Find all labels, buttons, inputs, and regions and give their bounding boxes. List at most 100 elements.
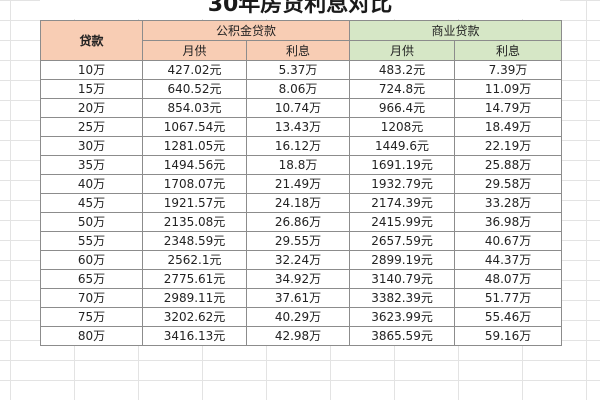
table-body: 10万 427.02元 5.37万 483.2元 7.39万 15万 640.52元 8.06… [40, 60, 563, 346]
table-row: 35万 1494.56元 18.8万 1691.19元 25.88万 [40, 155, 563, 175]
cell-fund-monthly[interactable]: 2348.59元 [142, 231, 247, 251]
cell-loan-amount[interactable]: 10万 [40, 60, 143, 80]
cell-comm-interest[interactable]: 14.79万 [454, 98, 563, 118]
cell-fund-monthly[interactable]: 2989.11元 [142, 288, 247, 308]
cell-loan-amount[interactable]: 70万 [40, 288, 143, 308]
cell-loan-amount[interactable]: 55万 [40, 231, 143, 251]
cell-loan-amount[interactable]: 15万 [40, 79, 143, 99]
cell-comm-monthly[interactable]: 1691.19元 [349, 155, 456, 175]
cell-comm-monthly[interactable]: 1208元 [349, 117, 456, 137]
cell-loan-amount[interactable]: 60万 [40, 250, 143, 270]
table-row: 75万 3202.62元 40.29万 3623.99元 55.46万 [40, 307, 563, 327]
cell-fund-interest[interactable]: 16.12万 [245, 136, 351, 156]
cell-comm-interest[interactable]: 11.09万 [454, 79, 563, 99]
cell-comm-monthly[interactable]: 2415.99元 [349, 212, 456, 232]
table-row: 50万 2135.08元 26.86万 2415.99元 36.98万 [40, 212, 563, 232]
cell-loan-amount[interactable]: 35万 [40, 155, 143, 175]
loan-comparison-table: 贷款 公积金贷款 商业贷款 月供 利息 月供 利息 10万 427.02元 5.37… [40, 20, 563, 346]
sheet-title: 30年房贷利息对比 [40, 0, 560, 19]
cell-comm-monthly[interactable]: 2657.59元 [349, 231, 456, 251]
cell-loan-amount[interactable]: 45万 [40, 193, 143, 213]
cell-comm-interest[interactable]: 36.98万 [454, 212, 563, 232]
cell-comm-monthly[interactable]: 3382.39元 [349, 288, 456, 308]
header-commercial[interactable]: 商业贷款 [349, 20, 563, 41]
cell-fund-monthly[interactable]: 1921.57元 [142, 193, 247, 213]
cell-fund-interest[interactable]: 18.8万 [245, 155, 351, 175]
cell-fund-monthly[interactable]: 640.52元 [142, 79, 247, 99]
table-row: 30万 1281.05元 16.12万 1449.6元 22.19万 [40, 136, 563, 156]
cell-loan-amount[interactable]: 30万 [40, 136, 143, 156]
cell-loan-amount[interactable]: 65万 [40, 269, 143, 289]
cell-comm-interest[interactable]: 29.58万 [454, 174, 563, 194]
cell-comm-interest[interactable]: 59.16万 [454, 326, 563, 346]
table-row: 45万 1921.57元 24.18万 2174.39元 33.28万 [40, 193, 563, 213]
cell-fund-monthly[interactable]: 854.03元 [142, 98, 247, 118]
cell-comm-monthly[interactable]: 966.4元 [349, 98, 456, 118]
cell-fund-monthly[interactable]: 2562.1元 [142, 250, 247, 270]
cell-fund-interest[interactable]: 40.29万 [245, 307, 351, 327]
cell-fund-interest[interactable]: 24.18万 [245, 193, 351, 213]
cell-fund-interest[interactable]: 37.61万 [245, 288, 351, 308]
header-provident-fund[interactable]: 公积金贷款 [141, 20, 351, 41]
header-comm-monthly[interactable]: 月供 [349, 40, 456, 61]
cell-fund-interest[interactable]: 21.49万 [245, 174, 351, 194]
cell-fund-interest[interactable]: 32.24万 [245, 250, 351, 270]
cell-fund-monthly[interactable]: 3416.13元 [142, 326, 247, 346]
cell-comm-monthly[interactable]: 2899.19元 [349, 250, 456, 270]
cell-loan-amount[interactable]: 20万 [40, 98, 143, 118]
cell-comm-monthly[interactable]: 3140.79元 [349, 269, 456, 289]
cell-fund-monthly[interactable]: 1067.54元 [142, 117, 247, 137]
table-row: 80万 3416.13元 42.98万 3865.59元 59.16万 [40, 326, 563, 346]
cell-fund-interest[interactable]: 13.43万 [245, 117, 351, 137]
cell-comm-monthly[interactable]: 724.8元 [349, 79, 456, 99]
cell-loan-amount[interactable]: 80万 [40, 326, 143, 346]
cell-loan-amount[interactable]: 50万 [40, 212, 143, 232]
cell-loan-amount[interactable]: 25万 [40, 117, 143, 137]
cell-comm-monthly[interactable]: 3865.59元 [349, 326, 456, 346]
cell-comm-interest[interactable]: 55.46万 [454, 307, 563, 327]
cell-comm-monthly[interactable]: 3623.99元 [349, 307, 456, 327]
cell-comm-interest[interactable]: 18.49万 [454, 117, 563, 137]
cell-comm-monthly[interactable]: 1932.79元 [349, 174, 456, 194]
cell-loan-amount[interactable]: 75万 [40, 307, 143, 327]
cell-fund-monthly[interactable]: 2135.08元 [142, 212, 247, 232]
cell-comm-interest[interactable]: 7.39万 [454, 60, 563, 80]
cell-fund-interest[interactable]: 34.92万 [245, 269, 351, 289]
cell-loan-amount[interactable]: 40万 [40, 174, 143, 194]
cell-comm-interest[interactable]: 22.19万 [454, 136, 563, 156]
cell-comm-interest[interactable]: 44.37万 [454, 250, 563, 270]
table-row: 55万 2348.59元 29.55万 2657.59元 40.67万 [40, 231, 563, 251]
cell-comm-interest[interactable]: 40.67万 [454, 231, 563, 251]
cell-fund-interest[interactable]: 5.37万 [245, 60, 351, 80]
header-comm-interest[interactable]: 利息 [454, 40, 563, 61]
cell-fund-interest[interactable]: 26.86万 [245, 212, 351, 232]
cell-fund-monthly[interactable]: 3202.62元 [142, 307, 247, 327]
cell-fund-monthly[interactable]: 1281.05元 [142, 136, 247, 156]
cell-fund-monthly[interactable]: 1494.56元 [142, 155, 247, 175]
table-row: 40万 1708.07元 21.49万 1932.79元 29.58万 [40, 174, 563, 194]
cell-fund-monthly[interactable]: 427.02元 [142, 60, 247, 80]
table-row: 70万 2989.11元 37.61万 3382.39元 51.77万 [40, 288, 563, 308]
cell-comm-interest[interactable]: 25.88万 [454, 155, 563, 175]
cell-comm-interest[interactable]: 51.77万 [454, 288, 563, 308]
cell-fund-interest[interactable]: 8.06万 [245, 79, 351, 99]
table-row: 15万 640.52元 8.06万 724.8元 11.09万 [40, 79, 563, 99]
cell-comm-interest[interactable]: 33.28万 [454, 193, 563, 213]
cell-fund-monthly[interactable]: 1708.07元 [142, 174, 247, 194]
table-row: 10万 427.02元 5.37万 483.2元 7.39万 [40, 60, 563, 80]
cell-fund-interest[interactable]: 10.74万 [245, 98, 351, 118]
cell-fund-interest[interactable]: 29.55万 [245, 231, 351, 251]
cell-comm-monthly[interactable]: 2174.39元 [349, 193, 456, 213]
header-row-2: 月供 利息 月供 利息 [41, 40, 563, 61]
table-row: 25万 1067.54元 13.43万 1208元 18.49万 [40, 117, 563, 137]
cell-comm-interest[interactable]: 48.07万 [454, 269, 563, 289]
cell-comm-monthly[interactable]: 1449.6元 [349, 136, 456, 156]
table-row: 20万 854.03元 10.74万 966.4元 14.79万 [40, 98, 563, 118]
header-loan[interactable]: 贷款 [40, 20, 143, 61]
cell-fund-interest[interactable]: 42.98万 [245, 326, 351, 346]
cell-fund-monthly[interactable]: 2775.61元 [142, 269, 247, 289]
cell-comm-monthly[interactable]: 483.2元 [349, 60, 456, 80]
header-fund-interest[interactable]: 利息 [245, 40, 351, 61]
header-fund-monthly[interactable]: 月供 [142, 40, 247, 61]
header-row-1: 贷款 公积金贷款 商业贷款 [40, 20, 563, 61]
